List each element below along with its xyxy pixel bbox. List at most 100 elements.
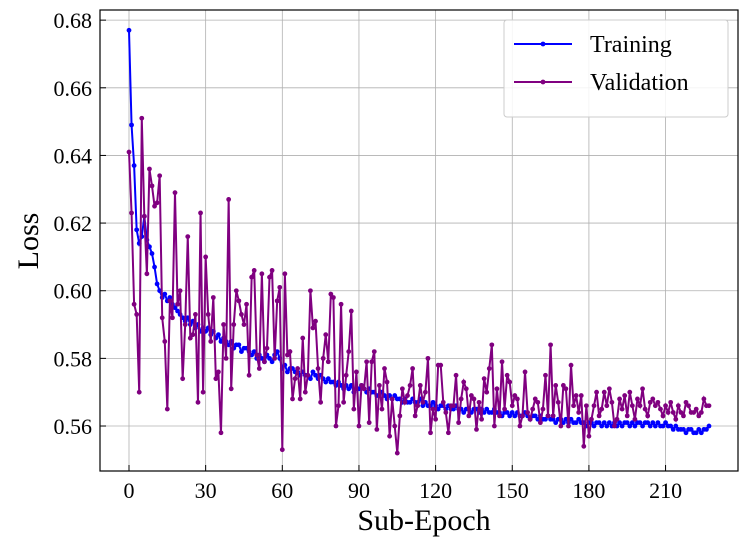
data-point [568, 362, 574, 368]
data-point [249, 274, 255, 280]
data-point [688, 426, 694, 432]
data-point [629, 420, 635, 426]
data-point [141, 213, 147, 219]
data-point [290, 396, 295, 402]
data-point [517, 423, 523, 429]
data-point [670, 426, 676, 432]
data-point [645, 420, 651, 426]
data-point [601, 420, 607, 426]
data-point [655, 399, 661, 405]
data-point [295, 366, 301, 371]
data-point [200, 389, 206, 395]
data-point [632, 423, 638, 429]
data-point [323, 332, 329, 338]
data-point [445, 430, 451, 436]
data-point [589, 416, 594, 422]
data-point [228, 386, 234, 392]
data-point [279, 447, 285, 453]
data-point [698, 410, 704, 415]
data-point [461, 410, 467, 415]
plot-frame [99, 9, 739, 472]
data-point [422, 389, 428, 395]
data-point [172, 190, 178, 196]
data-point [277, 284, 283, 290]
data-point [126, 27, 132, 33]
data-point [152, 264, 157, 270]
data-point [696, 413, 702, 419]
x-tick-label: 60 [271, 478, 293, 503]
data-point [514, 396, 520, 402]
data-point [640, 386, 645, 392]
data-point [129, 210, 134, 216]
data-point [627, 423, 633, 429]
data-point [484, 389, 490, 395]
data-point [512, 393, 518, 398]
data-point [313, 318, 318, 324]
x-tick-label: 210 [649, 478, 682, 503]
data-point [318, 399, 324, 405]
data-point [384, 379, 390, 385]
data-point [320, 355, 326, 361]
legend-marker [540, 79, 546, 85]
data-point [167, 295, 173, 300]
x-axis-label: Sub-Epoch [357, 504, 490, 537]
data-point [504, 372, 510, 378]
data-point [438, 362, 444, 368]
data-point [331, 295, 336, 300]
data-point [509, 410, 515, 415]
data-point [617, 396, 622, 402]
data-point [167, 298, 173, 304]
data-point [343, 372, 349, 378]
data-point [599, 423, 605, 429]
data-point [543, 372, 548, 378]
y-tick-label: 0.60 [54, 279, 93, 304]
data-point [532, 413, 538, 419]
data-point [315, 366, 321, 371]
data-point [596, 413, 602, 419]
data-point [476, 399, 482, 405]
data-point [440, 399, 446, 405]
data-point [205, 312, 211, 317]
data-point [256, 366, 262, 371]
data-point [394, 450, 400, 456]
y-tick-label: 0.58 [54, 346, 93, 371]
data-point [507, 413, 513, 419]
data-point [576, 416, 582, 422]
data-point [361, 386, 367, 392]
data-point [486, 366, 492, 371]
data-point [417, 383, 423, 388]
data-point [187, 335, 193, 341]
data-point [706, 423, 712, 429]
data-point [553, 420, 559, 426]
x-tick-label: 90 [348, 478, 370, 503]
data-point [131, 163, 137, 168]
data-point [484, 406, 490, 412]
data-point [177, 288, 183, 294]
data-point [241, 322, 247, 327]
data-point [663, 420, 668, 426]
data-point [351, 406, 357, 412]
data-point [614, 416, 620, 422]
data-point [144, 271, 150, 277]
data-point [507, 379, 513, 385]
data-point [346, 349, 352, 355]
data-point [203, 254, 209, 260]
data-point [683, 430, 689, 436]
data-point [540, 406, 546, 412]
data-point [313, 372, 318, 378]
data-point [274, 349, 280, 355]
data-point [310, 325, 316, 331]
y-axis-label: Loss [12, 213, 45, 270]
y-tick-label: 0.62 [54, 211, 93, 236]
data-point [581, 443, 587, 449]
data-point [509, 403, 515, 409]
data-point [548, 342, 553, 348]
data-point [704, 426, 709, 432]
data-point [629, 403, 635, 409]
data-point [195, 399, 201, 405]
data-point [412, 413, 418, 419]
data-point [425, 355, 431, 361]
data-point [599, 406, 605, 412]
data-point [637, 420, 643, 426]
data-point [410, 366, 416, 371]
